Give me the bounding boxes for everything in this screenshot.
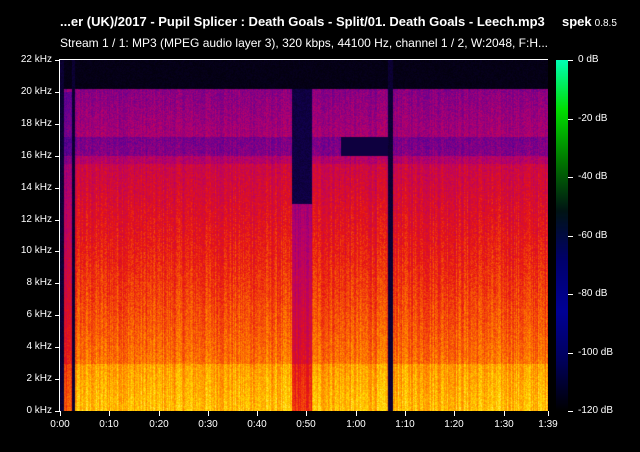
time-tick-mark [356, 411, 357, 416]
time-tick-mark [454, 411, 455, 416]
frequency-tick-label: 20 kHz [20, 86, 52, 97]
frequency-tick-mark [55, 156, 60, 157]
frequency-tick-mark [55, 60, 60, 61]
db-tick-mark [568, 294, 573, 295]
frequency-tick-label: 2 kHz [26, 373, 52, 384]
colorbar [556, 60, 568, 411]
db-tick-mark [568, 411, 573, 412]
db-tick-mark [568, 236, 573, 237]
frequency-tick-mark [55, 92, 60, 93]
frequency-tick-label: 14 kHz [20, 182, 52, 193]
frequency-tick-label: 4 kHz [26, 341, 52, 352]
db-tick-label: -40 dB [578, 171, 608, 182]
frequency-tick-label: 8 kHz [26, 277, 52, 288]
db-tick-label: 0 dB [578, 54, 599, 65]
frequency-tick-label: 12 kHz [20, 214, 52, 225]
app-name: spek 0.8.5 [562, 14, 617, 29]
db-tick-mark [568, 119, 573, 120]
frequency-tick-mark [55, 188, 60, 189]
time-tick-mark [60, 411, 61, 416]
frequency-tick-mark [55, 220, 60, 221]
time-tick-label: 1:39 [538, 419, 558, 430]
db-tick-label: -20 dB [578, 113, 608, 124]
time-tick-label: 0:10 [99, 419, 119, 430]
time-tick-mark [306, 411, 307, 416]
time-tick-label: 0:20 [149, 419, 169, 430]
db-tick-label: -80 dB [578, 288, 608, 299]
frequency-tick-label: 18 kHz [20, 118, 52, 129]
frequency-tick-mark [55, 347, 60, 348]
time-tick-label: 1:10 [395, 419, 415, 430]
time-tick-label: 1:30 [494, 419, 514, 430]
time-tick-mark [405, 411, 406, 416]
time-tick-label: 0:00 [50, 419, 70, 430]
time-tick-label: 0:40 [247, 419, 267, 430]
db-tick-mark [568, 60, 573, 61]
frequency-tick-mark [55, 411, 60, 412]
frequency-tick-label: 22 kHz [20, 54, 52, 65]
frequency-tick-mark [55, 379, 60, 380]
time-tick-mark [159, 411, 160, 416]
time-tick-mark [257, 411, 258, 416]
stream-info: Stream 1 / 1: MP3 (MPEG audio layer 3), … [60, 36, 549, 50]
db-tick-label: -60 dB [578, 230, 608, 241]
db-tick-mark [568, 177, 573, 178]
time-tick-label: 1:00 [346, 419, 366, 430]
frequency-tick-label: 6 kHz [26, 309, 52, 320]
time-tick-mark [504, 411, 505, 416]
frequency-tick-mark [55, 124, 60, 125]
app-name-label: spek [562, 14, 592, 29]
db-tick-mark [568, 353, 573, 354]
time-tick-mark [548, 411, 549, 416]
db-tick-label: -100 dB [578, 347, 614, 358]
frequency-tick-mark [55, 315, 60, 316]
app-version: 0.8.5 [594, 18, 617, 29]
frequency-tick-mark [55, 251, 60, 252]
frequency-tick-label: 16 kHz [20, 150, 52, 161]
frequency-tick-label: 10 kHz [20, 245, 52, 256]
time-tick-mark [109, 411, 110, 416]
spectrogram-canvas[interactable] [60, 60, 548, 411]
time-tick-mark [208, 411, 209, 416]
time-tick-label: 1:20 [444, 419, 464, 430]
file-title: ...er (UK)/2017 - Pupil Splicer : Death … [60, 14, 545, 29]
frequency-tick-label: 0 kHz [26, 405, 52, 416]
time-tick-label: 0:50 [296, 419, 316, 430]
time-tick-label: 0:30 [198, 419, 218, 430]
db-tick-label: -120 dB [578, 405, 614, 416]
frequency-tick-mark [55, 283, 60, 284]
